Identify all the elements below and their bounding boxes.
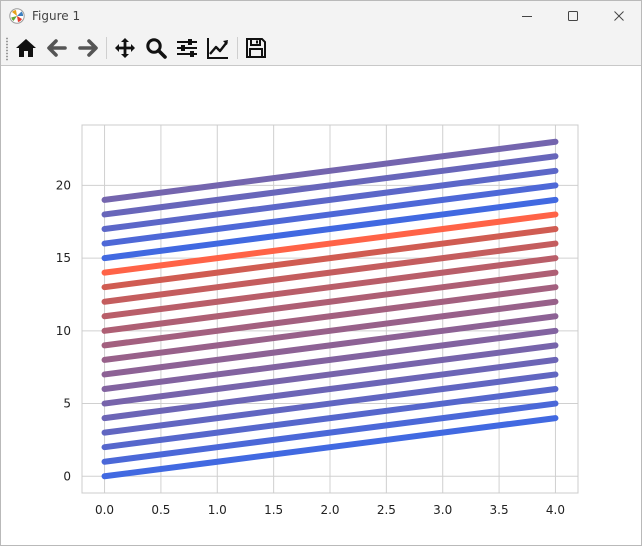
y-tick-label: 15	[56, 251, 71, 265]
navigation-toolbar	[1, 32, 641, 66]
move-icon	[115, 38, 135, 58]
save-button[interactable]	[243, 35, 269, 61]
minimize-button[interactable]	[504, 1, 550, 32]
series-line-13	[101, 226, 559, 291]
maximize-button[interactable]	[550, 1, 596, 32]
x-tick-label: 3.0	[433, 503, 452, 517]
series-line-15	[101, 196, 559, 262]
series-group	[101, 138, 559, 480]
figure-canvas[interactable]: 0.0 0.5 1.0 1.5 2.0 2.5 3.0 3.5 4.0 0 5 10 15 20	[1, 66, 641, 545]
edit-axes-button[interactable]	[205, 35, 231, 61]
y-tick-label: 5	[63, 397, 71, 411]
home-button[interactable]	[13, 35, 39, 61]
x-tick-label: 3.5	[490, 503, 509, 517]
forward-button[interactable]	[75, 35, 101, 61]
home-icon	[16, 39, 36, 57]
series-line-12	[101, 240, 559, 305]
x-tick-label: 2.0	[320, 503, 339, 517]
y-axis: 0 5 10 15 20	[56, 178, 71, 483]
close-icon	[614, 11, 624, 21]
series-line-19	[101, 138, 559, 203]
arrow-left-icon	[47, 39, 67, 57]
toolbar-grip[interactable]	[6, 37, 8, 61]
magnifier-icon	[146, 38, 167, 59]
series-line-14	[101, 211, 559, 276]
zoom-button[interactable]	[143, 35, 169, 61]
toolbar-separator	[237, 37, 238, 59]
series-line-17	[101, 167, 559, 232]
floppy-disk-icon	[246, 38, 266, 58]
series-line-5	[101, 342, 559, 407]
x-tick-label: 0.5	[151, 503, 170, 517]
series-line-8	[101, 298, 559, 363]
x-axis: 0.0 0.5 1.0 1.5 2.0 2.5 3.0 3.5 4.0	[95, 503, 565, 517]
series-line-4	[101, 356, 559, 422]
series-line-18	[101, 153, 559, 218]
back-button[interactable]	[44, 35, 70, 61]
matplotlib-icon	[9, 8, 25, 24]
series-line-1	[101, 400, 559, 465]
series-line-11	[101, 255, 559, 320]
series-line-7	[101, 313, 559, 378]
y-tick-label: 0	[63, 469, 71, 483]
series-line-16	[101, 182, 559, 247]
series-line-6	[101, 327, 559, 392]
series-line-9	[101, 284, 559, 349]
toolbar-separator	[106, 37, 107, 59]
y-tick-label: 10	[56, 324, 71, 338]
line-chart-icon	[207, 38, 228, 59]
series-line-0	[101, 415, 559, 480]
line-chart: 0.0 0.5 1.0 1.5 2.0 2.5 3.0 3.5 4.0 0 5 10 15 20	[56, 124, 579, 517]
title-bar[interactable]: Figure 1	[1, 1, 641, 32]
series-line-2	[101, 386, 559, 451]
x-tick-label: 4.0	[546, 503, 565, 517]
close-button[interactable]	[596, 1, 641, 32]
series-line-10	[101, 269, 559, 334]
minimize-icon	[522, 16, 532, 17]
series-line-3	[101, 371, 559, 436]
x-tick-label: 1.5	[264, 503, 283, 517]
x-tick-label: 2.5	[377, 503, 396, 517]
configure-subplots-button[interactable]	[174, 35, 200, 61]
window-title: Figure 1	[32, 9, 81, 23]
x-tick-label: 0.0	[95, 503, 114, 517]
y-tick-label: 20	[56, 178, 71, 192]
sliders-icon	[177, 39, 197, 57]
axes-frame	[81, 124, 579, 494]
arrow-right-icon	[78, 39, 98, 57]
x-tick-label: 1.0	[208, 503, 227, 517]
maximize-icon	[568, 11, 578, 21]
pan-button[interactable]	[112, 35, 138, 61]
